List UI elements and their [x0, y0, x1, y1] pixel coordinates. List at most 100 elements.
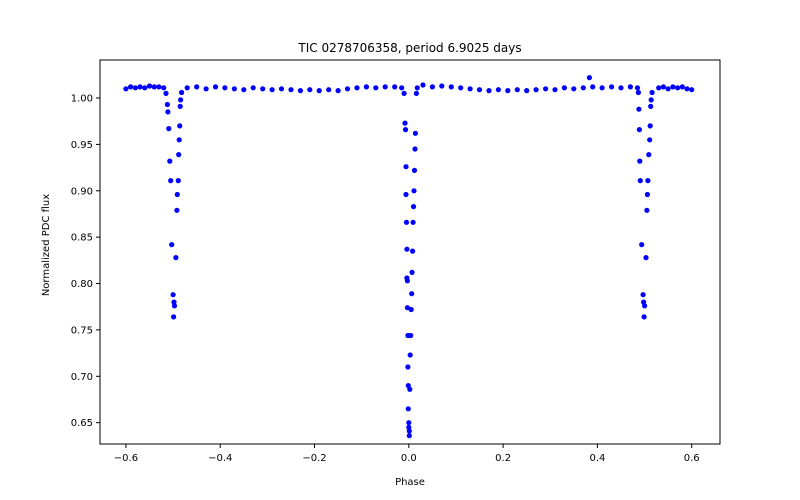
data-point	[212, 84, 219, 90]
data-point	[402, 127, 409, 133]
data-point	[278, 86, 285, 92]
data-point	[409, 291, 415, 297]
data-point	[176, 137, 182, 143]
data-point	[514, 87, 520, 93]
y-tick-label: 0.70	[71, 372, 93, 383]
y-tick-label: 0.95	[71, 140, 93, 151]
data-point	[486, 88, 492, 94]
y-tick-label: 0.80	[71, 279, 93, 290]
data-point	[675, 85, 681, 91]
data-point	[679, 84, 685, 90]
data-point	[184, 85, 190, 91]
data-point	[194, 84, 200, 90]
data-point	[392, 84, 398, 90]
data-point	[637, 178, 643, 184]
data-point	[250, 85, 256, 91]
data-point	[335, 88, 341, 94]
data-point	[222, 85, 228, 91]
data-point	[163, 90, 169, 96]
data-point	[137, 84, 143, 90]
data-point	[326, 87, 332, 93]
x-tick-label: 0.2	[495, 453, 511, 464]
x-tick-label: 0.4	[589, 453, 605, 464]
data-point	[316, 88, 322, 94]
data-point	[646, 152, 652, 158]
data-point	[648, 97, 654, 103]
data-point	[524, 88, 530, 94]
data-point	[505, 88, 511, 94]
data-point	[297, 88, 303, 94]
y-tick-label: 0.65	[71, 418, 93, 429]
chart-title: TIC 0278706358, period 6.9025 days	[297, 41, 521, 55]
x-tick-label: 0.6	[684, 453, 700, 464]
data-point	[169, 242, 175, 248]
data-point	[641, 314, 647, 320]
x-axis-label: Phase	[395, 477, 425, 488]
data-point	[636, 106, 642, 112]
x-tick-label: −0.2	[302, 453, 326, 464]
data-point	[412, 130, 418, 136]
data-point	[354, 85, 360, 91]
data-point	[599, 85, 605, 91]
data-point	[407, 352, 413, 358]
data-point	[407, 386, 413, 392]
data-point	[176, 152, 182, 158]
data-point	[174, 207, 180, 213]
data-point	[128, 84, 134, 90]
data-point	[644, 207, 650, 213]
data-point	[636, 127, 643, 133]
data-point	[467, 86, 473, 92]
x-tick-label: −0.6	[114, 453, 138, 464]
data-point	[635, 89, 642, 96]
y-axis: 0.65 0.70 0.75 0.80 0.85 0.90 0.95 1.00	[71, 94, 100, 429]
data-point	[640, 292, 646, 298]
data-point	[648, 103, 654, 109]
data-point	[165, 109, 171, 115]
data-point	[561, 85, 568, 91]
data-point	[495, 87, 501, 93]
data-point	[269, 87, 275, 93]
data-point	[413, 90, 419, 96]
data-point	[179, 89, 185, 96]
data-point	[231, 86, 237, 92]
data-point	[637, 158, 643, 164]
data-points	[123, 75, 695, 439]
data-point	[411, 167, 418, 173]
data-point	[656, 85, 662, 91]
data-point	[571, 86, 577, 92]
data-point	[132, 85, 138, 91]
data-point	[142, 85, 148, 91]
x-tick-label: −0.4	[208, 453, 232, 464]
data-point	[408, 332, 414, 339]
data-point	[411, 188, 417, 194]
data-point	[420, 82, 426, 88]
y-axis-label: Normalized PDC flux	[41, 194, 52, 296]
data-point	[410, 219, 416, 225]
data-point	[684, 86, 690, 92]
data-point	[670, 84, 676, 90]
data-point	[399, 85, 405, 91]
data-point	[580, 85, 586, 91]
data-point	[177, 123, 183, 129]
y-tick-label: 0.90	[71, 186, 93, 197]
data-point	[414, 85, 420, 91]
data-point	[363, 84, 369, 90]
data-point	[618, 85, 624, 91]
data-point	[151, 84, 157, 90]
data-point	[412, 146, 418, 152]
data-point	[476, 87, 483, 93]
data-point	[171, 303, 178, 309]
data-point	[170, 292, 176, 298]
data-point	[123, 86, 129, 92]
data-point	[405, 406, 411, 412]
data-point	[307, 87, 313, 93]
data-point	[644, 191, 651, 198]
y-tick-label: 1.00	[71, 94, 93, 105]
data-point	[448, 84, 454, 90]
data-point	[609, 84, 615, 90]
data-point	[439, 83, 445, 89]
data-point	[665, 86, 671, 92]
data-point	[404, 246, 410, 252]
data-point	[627, 84, 634, 90]
data-point	[406, 420, 412, 426]
